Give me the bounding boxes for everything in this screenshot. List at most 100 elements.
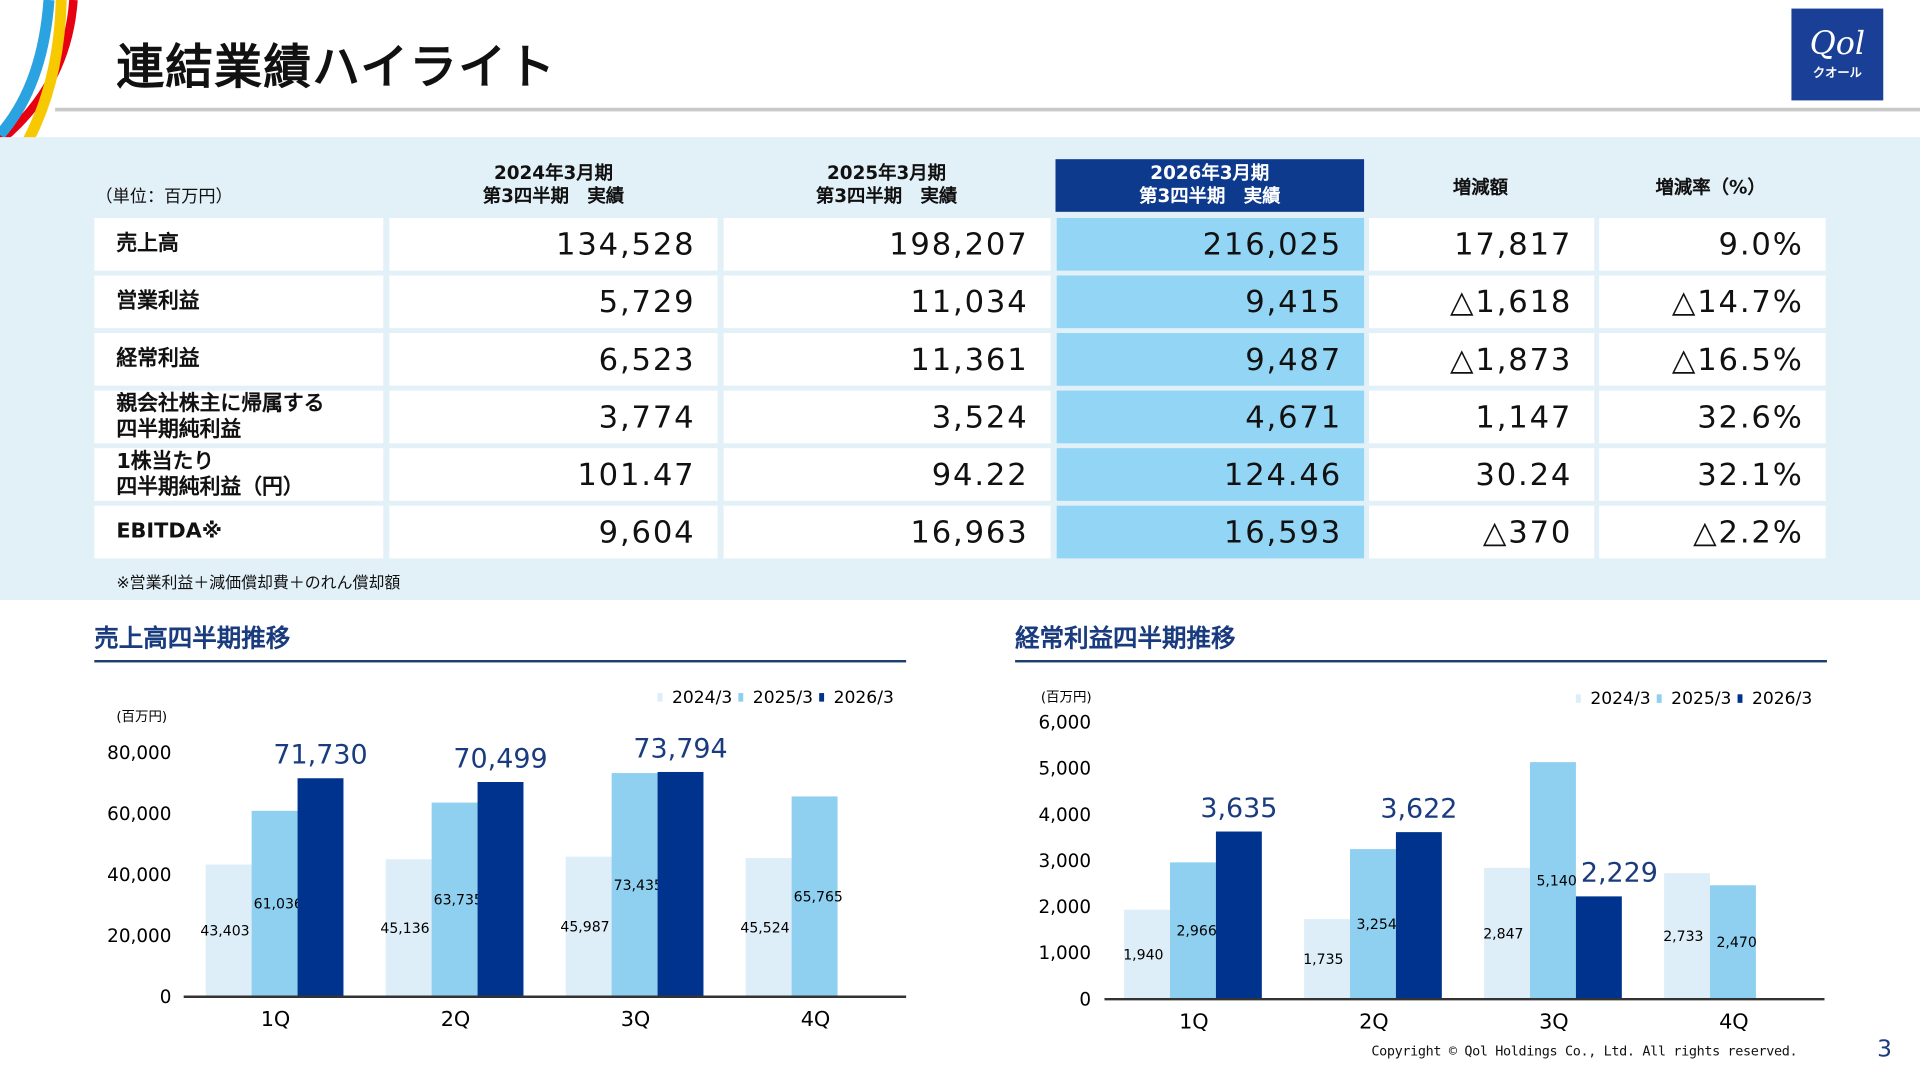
bar-2025/3 [431,802,478,997]
bar-2025/3 [1170,862,1216,1000]
table-cell: 124.46 [1056,448,1365,501]
legend-swatch [819,693,825,702]
legend-label: 2024/3 [1590,689,1650,709]
bar-data-label-highlight: 73,794 [633,733,727,764]
bar-data-label: 73,435 [614,878,663,894]
logo-mark: Qol [1809,25,1866,63]
legend-swatch [1575,694,1581,703]
bar-data-label: 61,036 [254,897,303,913]
x-tick-label: 2Q [1359,1010,1389,1034]
bar-2024/3 [1124,909,1171,1000]
column-header-line1: 2024年3月期 [493,161,613,184]
y-tick-label: 20,000 [107,926,171,947]
y-tick-label: 3,000 [1038,851,1091,872]
bar-2025/3 [251,810,298,997]
table-cell: △370 [1368,505,1595,559]
table-cell: 6,523 [389,333,718,386]
table-cell: 32.6% [1599,390,1826,444]
table-cell: 11,361 [723,333,1051,386]
bar-data-label: 1,735 [1303,952,1343,968]
column-header-line1: 2026年3月期 [1150,161,1270,184]
legend-swatch [657,693,663,702]
bar-data-label: 43,403 [200,924,249,940]
bar-2024/3 [1664,873,1711,1000]
bar-data-label: 3,254 [1356,917,1396,933]
profit-chart-divider [1015,660,1827,663]
row-label: 1株当たり 四半期純利益（円） [94,448,384,501]
sales-chart-divider [94,660,907,663]
y-tick-label: 80,000 [107,743,171,764]
legend-label: 2026/3 [834,688,894,708]
bar-data-label: 65,765 [794,889,843,905]
y-tick-label: 2,000 [1038,897,1091,918]
row-label: 営業利益 [94,275,384,329]
bar-data-label: 2,847 [1483,926,1523,942]
x-tick-label: 4Q [801,1007,831,1031]
table-cell: 16,593 [1056,505,1365,559]
bar-2025/3 [1710,885,1756,1000]
bar-2026/3 [1215,831,1262,1000]
legend-swatch [738,693,744,702]
table-cell: 3,524 [723,390,1051,444]
column-header-line2: 第3四半期 実績 [815,184,958,207]
y-tick-label: 5,000 [1038,759,1091,780]
x-tick-label: 3Q [1539,1010,1569,1034]
y-tick-label: 0 [1079,989,1091,1010]
column-header-line1: 増減率（%） [1655,176,1766,199]
table-cell: 17,817 [1368,217,1595,271]
table-cell: 4,671 [1056,390,1365,444]
row-label: 経常利益 [94,333,384,386]
y-tick-label: 4,000 [1038,805,1091,826]
bar-2024/3 [1484,867,1531,1000]
y-tick-label: 0 [160,987,172,1008]
bar-2026/3 [297,778,344,997]
bar-2024/3 [385,859,432,997]
column-header: 2026年3月期 第3四半期 実績 [1055,159,1365,212]
bar-2026/3 [477,782,524,997]
table-cell: 9,604 [389,505,718,559]
title-divider [55,107,1920,112]
legend-label: 2024/3 [672,688,732,708]
bar-data-label-highlight: 3,622 [1380,793,1457,824]
y-tick-label: 60,000 [107,804,171,825]
bar-data-label: 2,733 [1663,929,1703,945]
bar-2026/3 [1575,896,1622,1000]
legend-swatch [1656,694,1662,703]
table-cell: 134,528 [389,217,718,271]
bar-data-label: 5,140 [1536,874,1576,890]
bar-2024/3 [1304,919,1351,1000]
table-cell: 94.22 [723,448,1051,501]
row-label: 売上高 [94,217,384,271]
row-label: EBITDA※ [94,505,384,559]
bar-data-label: 45,987 [560,920,609,936]
bar-2026/3 [657,771,704,997]
page-number: 3 [1877,1035,1892,1063]
copyright: Copyright © Qol Holdings Co., Ltd. All r… [1371,1043,1798,1060]
bar-2025/3 [611,773,658,997]
bar-data-label: 63,735 [434,893,483,909]
y-axis-unit: (百万円) [116,710,167,725]
column-header: 増減率（%） [1576,176,1845,199]
legend-label: 2025/3 [753,688,813,708]
bar-data-label-highlight: 3,635 [1200,793,1277,824]
bar-data-label: 45,524 [740,920,789,936]
bar-data-label: 2,470 [1716,935,1756,951]
table-cell: 11,034 [723,275,1051,329]
table-cell: 9,415 [1056,275,1365,329]
table-cell: 9,487 [1056,333,1365,386]
x-tick-label: 1Q [1179,1010,1209,1034]
unit-label: （単位：百万円） [95,187,233,207]
table-cell: 5,729 [389,275,718,329]
x-tick-label: 2Q [441,1007,471,1031]
table-cell: △1,618 [1368,275,1595,329]
bar-2024/3 [205,864,252,997]
column-header-line2: 第3四半期 実績 [482,184,625,207]
bar-data-label: 45,136 [380,921,429,937]
table-cell: △14.7% [1599,275,1826,329]
legend-swatch [1737,694,1743,703]
bar-2024/3 [565,856,612,997]
column-header: 2025年3月期 第3四半期 実績 [752,162,1021,209]
footnote: ※営業利益＋減価償却費＋のれん償却額 [116,574,401,593]
